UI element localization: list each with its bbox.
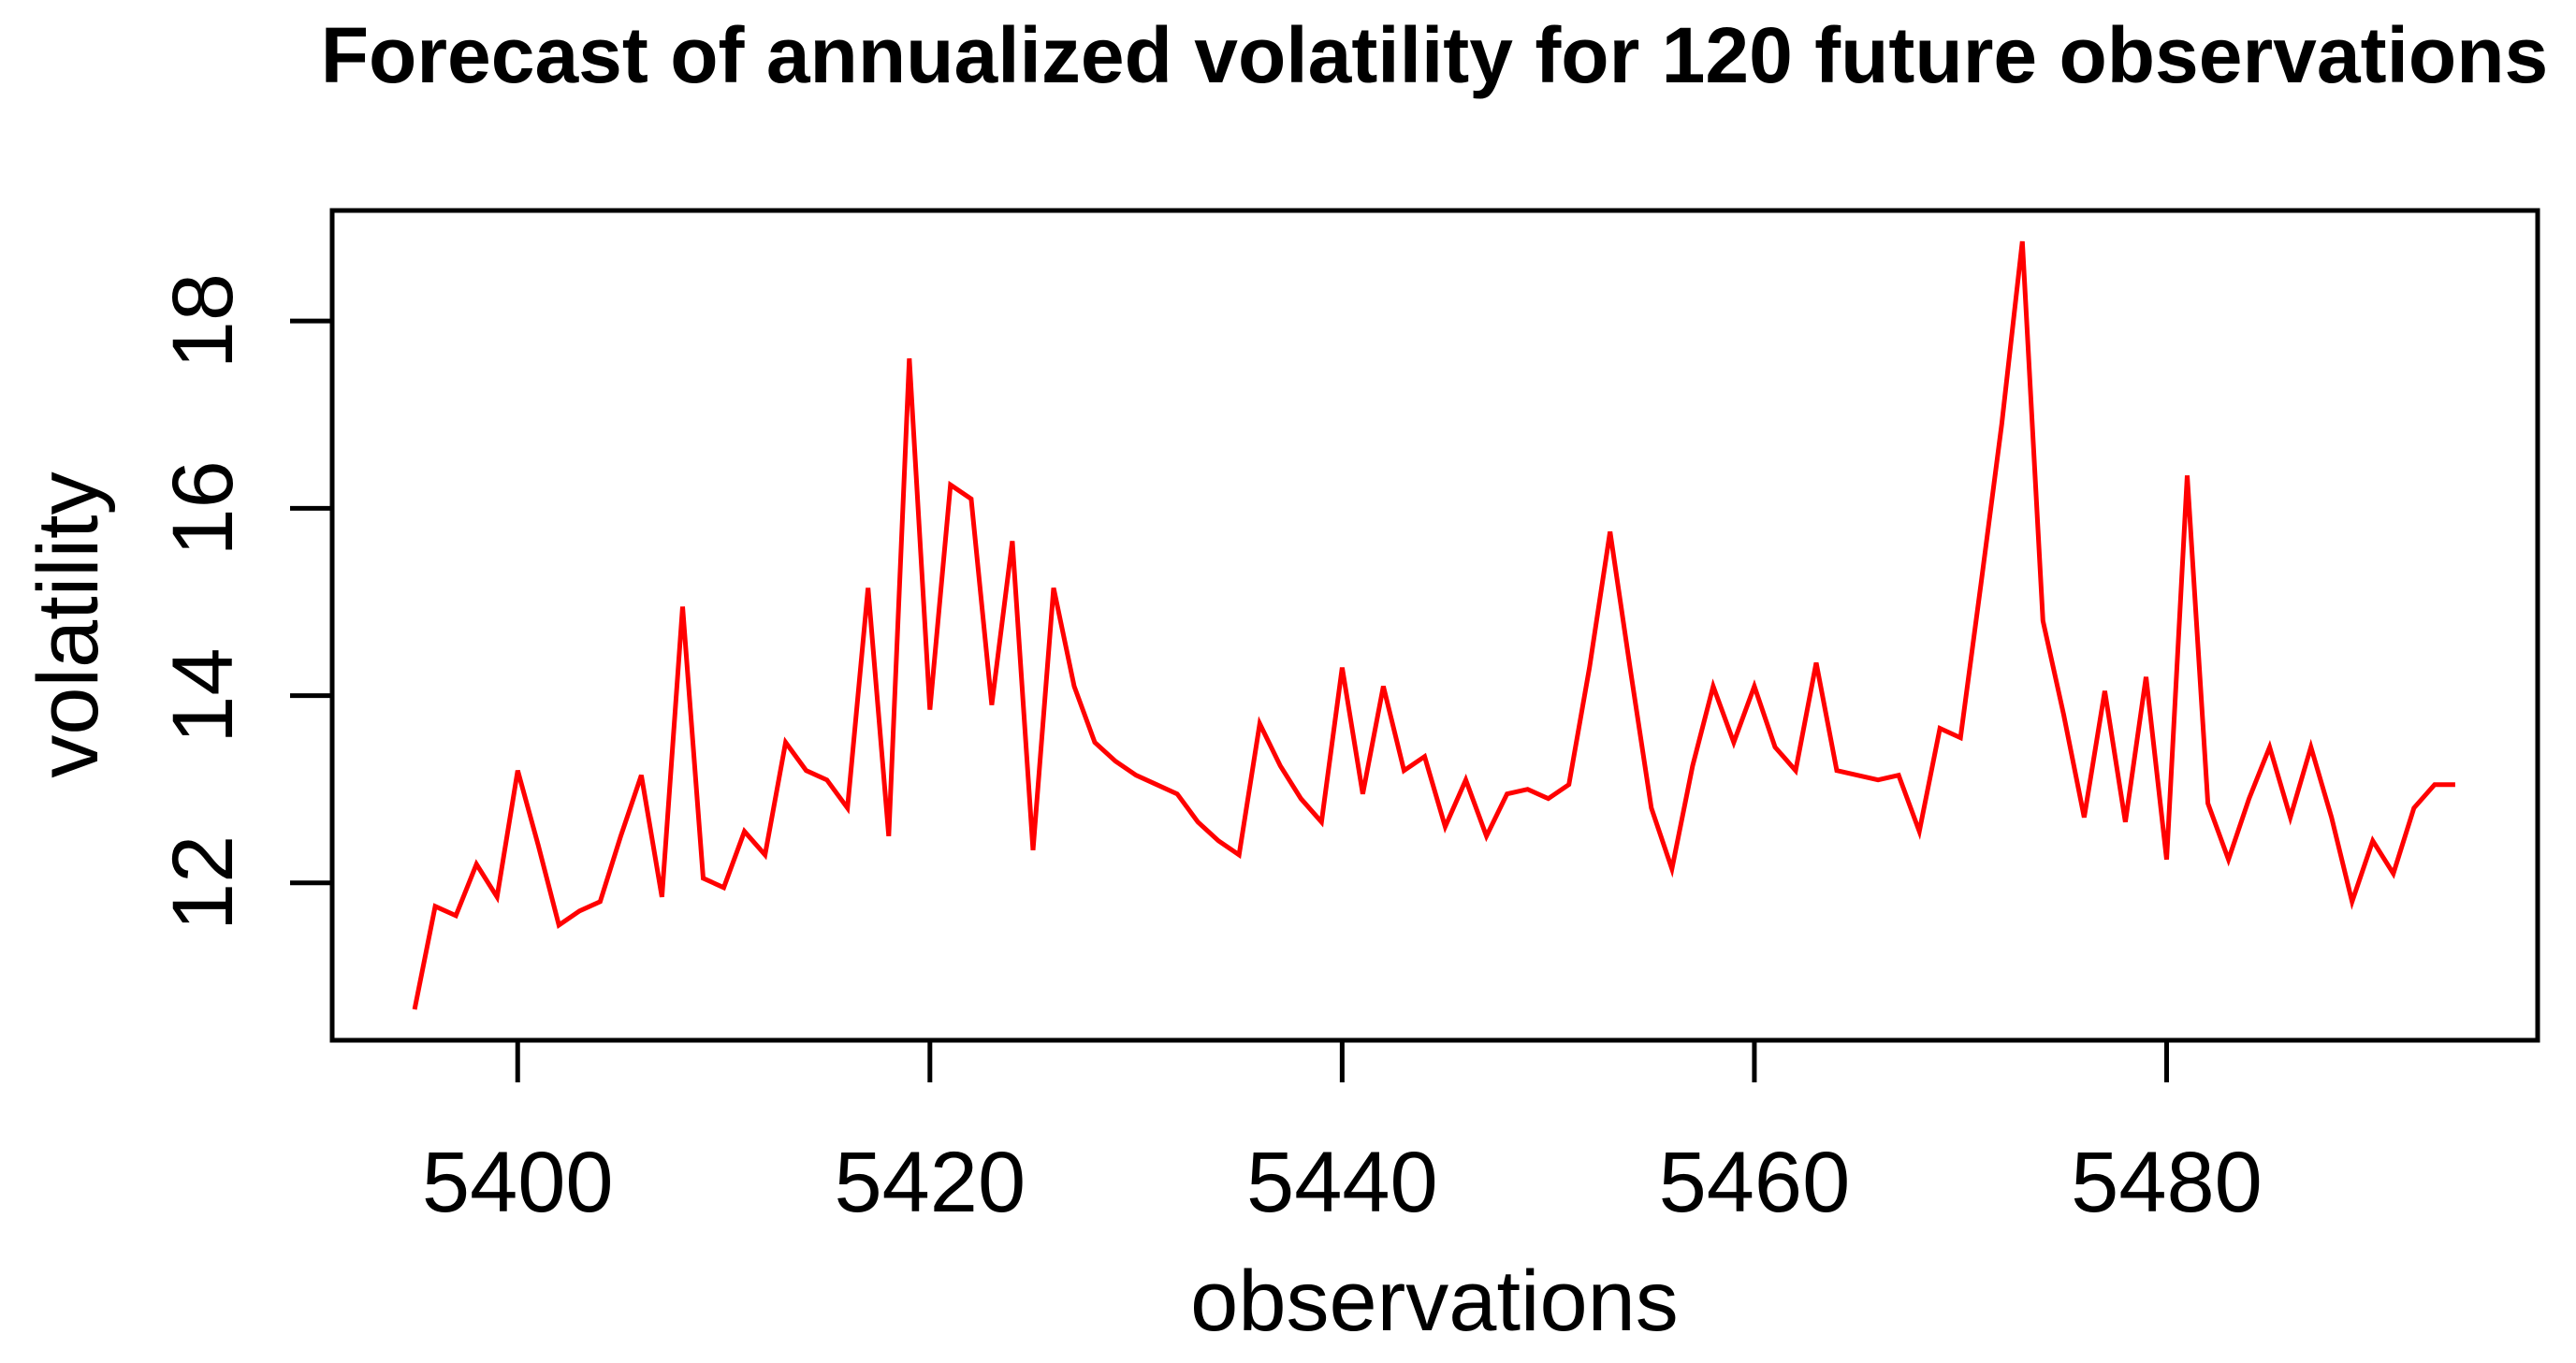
x-axis-ticks: 5400 5420 5440 5460 5480 — [422, 1040, 2263, 1230]
y-tick-label: 14 — [155, 647, 251, 743]
chart-title: Forecast of annualized volatility for 12… — [321, 11, 2549, 99]
x-tick-label: 5420 — [834, 1135, 1026, 1230]
x-axis-label: observations — [1190, 1254, 1679, 1349]
x-tick-label: 5460 — [1659, 1135, 1851, 1230]
x-tick-label: 5480 — [2071, 1135, 2263, 1230]
plot-border — [329, 208, 2540, 1043]
x-tick-label: 5400 — [422, 1135, 614, 1230]
y-tick-label: 16 — [155, 460, 251, 556]
y-axis-label: volatility — [21, 471, 116, 777]
y-axis-ticks: 12 14 16 18 — [155, 273, 332, 931]
y-tick-label: 12 — [155, 835, 251, 931]
volatility-line — [412, 240, 2455, 1010]
x-tick-label: 5440 — [1246, 1135, 1438, 1230]
y-tick-label: 18 — [155, 273, 251, 369]
